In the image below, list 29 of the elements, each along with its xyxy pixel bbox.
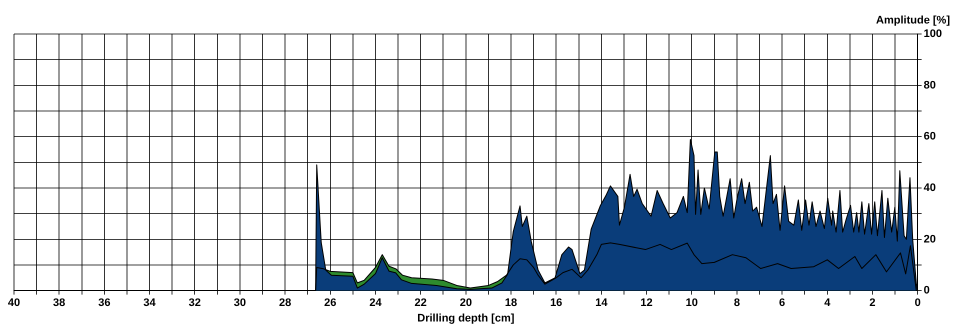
x-tick-label: 2 (869, 297, 876, 310)
x-tick-label: 20 (460, 297, 472, 310)
x-tick-label: 32 (188, 297, 201, 310)
y-tick-label: 60 (924, 130, 936, 143)
x-tick-label: 14 (595, 297, 608, 310)
x-tick-label: 18 (504, 297, 518, 310)
x-tick-label: 12 (640, 297, 653, 310)
x-tick-label: 38 (53, 297, 66, 310)
x-tick-label: 36 (98, 297, 110, 310)
x-tick-label: 26 (324, 297, 336, 310)
x-tick-label: 6 (779, 297, 786, 310)
x-tick-label: 24 (369, 297, 382, 310)
x-tick-label: 28 (278, 297, 292, 310)
x-tick-label: 40 (8, 297, 20, 310)
y-tick-label: 80 (924, 79, 936, 92)
y-tick-label: 40 (924, 182, 936, 194)
x-tick-label: 0 (914, 297, 921, 310)
y-tick-label: 20 (924, 233, 936, 246)
y-tick-label: 100 (924, 28, 942, 40)
y-tick-label: 0 (924, 284, 930, 297)
x-tick-label: 4 (824, 297, 832, 310)
x-tick-label: 22 (414, 297, 427, 310)
x-tick-label: 10 (686, 297, 698, 310)
x-axis-title: Drilling depth [cm] (417, 312, 515, 324)
x-tick-label: 16 (550, 297, 562, 310)
x-tick-label: 34 (143, 297, 157, 310)
y-axis-title: Amplitude [%] (876, 14, 950, 27)
x-tick-label: 8 (734, 297, 740, 310)
x-tick-label: 30 (234, 297, 246, 310)
